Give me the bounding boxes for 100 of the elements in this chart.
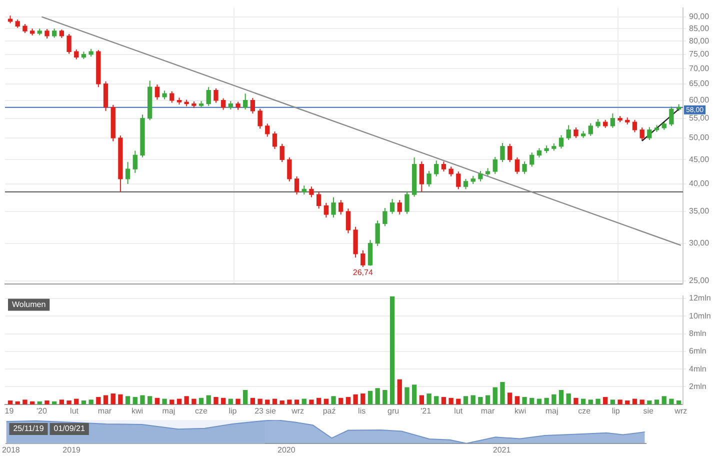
candlestick	[280, 143, 284, 162]
y-tick-label: 25,00	[689, 276, 710, 286]
candlestick	[530, 152, 534, 168]
x-tick-label: sie	[643, 406, 654, 416]
candlestick	[566, 124, 571, 141]
y-tick-label: 50,00	[689, 133, 710, 142]
bar	[236, 398, 240, 404]
y-tick-label: 30,00	[689, 238, 710, 248]
bar	[544, 398, 549, 404]
bar	[206, 395, 211, 404]
bar	[419, 395, 424, 404]
x-tick-label: gru	[388, 406, 400, 416]
bar	[662, 396, 666, 404]
bar	[390, 296, 395, 404]
bar	[514, 396, 520, 404]
x-tick-label: wrz	[674, 406, 688, 416]
annotation: 25/11/19	[13, 424, 44, 434]
bar	[96, 397, 101, 404]
candlestick	[74, 48, 79, 60]
candlestick	[574, 127, 578, 138]
bar	[258, 398, 262, 404]
y-tick-label: 35,00	[689, 206, 710, 216]
candlestick	[294, 176, 300, 196]
y-tick-label: 40,00	[689, 179, 710, 188]
bar	[162, 398, 167, 404]
y-tick-label: 55,00	[689, 114, 710, 123]
y-tick-label: 60,00	[689, 96, 710, 105]
bar	[478, 397, 483, 404]
bar	[265, 400, 270, 404]
bar	[500, 382, 505, 404]
bar	[103, 395, 108, 404]
x-tick-label: 2019	[62, 445, 82, 454]
candlestick	[669, 106, 674, 126]
bar	[558, 390, 564, 404]
y-tick-label: 2mln	[689, 382, 706, 391]
candlestick	[125, 161, 130, 184]
candlestick	[610, 112, 616, 128]
candlestick	[287, 156, 292, 182]
bar	[566, 393, 571, 404]
candlestick	[170, 90, 174, 104]
y-tick-label: 90,00	[689, 12, 710, 21]
annotation: 26,74	[352, 268, 374, 278]
y-tick-label: 70,00	[689, 64, 710, 73]
candlestick	[514, 156, 520, 174]
candlestick	[640, 127, 644, 142]
bar	[280, 400, 284, 404]
bar	[492, 387, 498, 404]
candlestick	[132, 150, 138, 174]
annotation: 01/09/21	[54, 424, 86, 434]
candlestick	[258, 108, 262, 130]
candlestick	[390, 198, 395, 214]
bar	[426, 393, 432, 404]
candlestick	[456, 170, 461, 190]
bar	[448, 398, 454, 404]
bar	[118, 394, 123, 404]
text: Wolumen	[12, 300, 46, 310]
bar	[125, 396, 130, 404]
bar	[441, 397, 446, 404]
candlestick	[419, 161, 424, 192]
x-tick-label: 23 sie	[254, 406, 277, 416]
bar	[397, 379, 402, 404]
candlestick	[448, 166, 454, 177]
x-tick-label: '21	[420, 406, 432, 416]
candlestick	[441, 161, 446, 172]
candlestick	[52, 28, 57, 38]
candlestick	[434, 160, 439, 177]
candlestick	[338, 200, 344, 215]
x-tick-label: 2021	[492, 445, 512, 454]
x-tick-label: 19	[4, 406, 14, 416]
candlestick	[309, 186, 314, 198]
bar	[507, 392, 512, 404]
x-tick-label: maj	[162, 406, 176, 416]
bar	[640, 400, 644, 404]
candlestick	[522, 161, 527, 174]
candlestick	[66, 33, 72, 54]
candlestick	[632, 119, 638, 133]
candlestick	[426, 170, 432, 188]
candlestick	[220, 98, 226, 110]
bar	[214, 397, 218, 404]
bar	[669, 398, 674, 404]
bar	[59, 400, 64, 404]
x-tick-label: lis	[358, 406, 366, 416]
candlestick	[154, 84, 160, 100]
candlestick	[463, 178, 468, 190]
x-tick-label: kwi	[131, 406, 144, 416]
bar	[368, 390, 373, 404]
x-tick-label: lut	[454, 406, 464, 416]
bar	[382, 390, 388, 404]
candlestick	[265, 123, 270, 138]
bar	[353, 394, 358, 404]
bar	[22, 400, 28, 404]
y-tick-label: 12mln	[689, 294, 711, 303]
candlestick	[588, 122, 593, 136]
bar	[148, 396, 152, 404]
candlestick	[331, 196, 336, 218]
bar	[243, 390, 248, 404]
bar	[88, 400, 94, 404]
x-tick-label: cze	[195, 406, 208, 416]
x-tick-label: '20	[36, 406, 48, 416]
bar	[463, 396, 468, 404]
